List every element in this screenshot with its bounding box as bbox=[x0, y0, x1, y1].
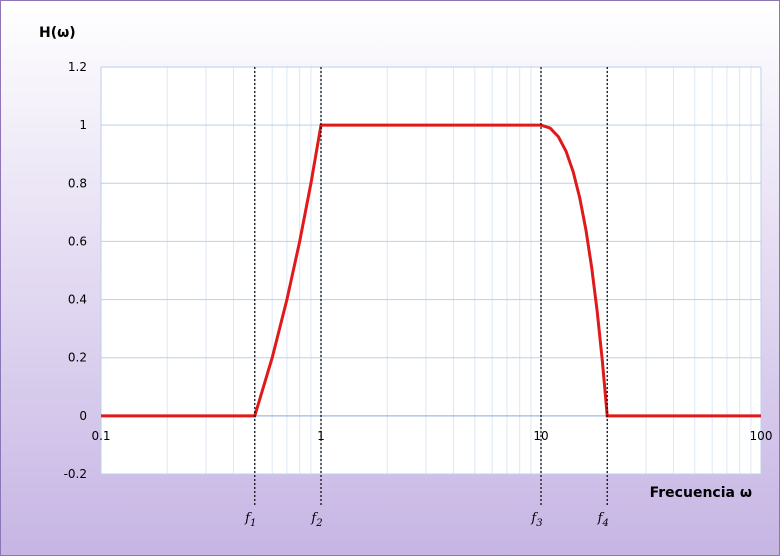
y-tick-label: 0.4 bbox=[68, 293, 87, 307]
y-tick-label: 0 bbox=[79, 409, 87, 423]
x-tick-label: 100 bbox=[750, 429, 773, 443]
annotation-subscript: 3 bbox=[536, 518, 542, 529]
annotation-subscript: 1 bbox=[250, 518, 256, 529]
x-axis-label: Frecuencia ω bbox=[650, 485, 752, 501]
annotation-letter: f bbox=[597, 511, 605, 526]
annotation-letter: f bbox=[530, 511, 538, 526]
y-tick-label: 0.2 bbox=[68, 351, 87, 365]
annotation-label: f2 bbox=[310, 511, 322, 529]
annotation-label: f4 bbox=[597, 511, 609, 529]
line-series bbox=[101, 123, 761, 418]
chart-title: H(ω) bbox=[39, 25, 76, 41]
y-tick-label: -0.2 bbox=[64, 467, 87, 481]
annotation-subscript: 2 bbox=[315, 518, 322, 529]
y-tick-label: 1 bbox=[79, 118, 87, 132]
annotation-label: f1 bbox=[244, 511, 256, 529]
y-tick-label: 0.8 bbox=[68, 176, 87, 190]
x-tick-label: 0.1 bbox=[91, 429, 110, 443]
plot-area bbox=[101, 67, 761, 474]
annotation-subscript: 4 bbox=[601, 518, 608, 529]
y-tick-label: 0.6 bbox=[68, 234, 87, 248]
annotation-label: f3 bbox=[530, 511, 542, 529]
annotation-letter: f bbox=[244, 511, 252, 526]
y-tick-label: 1.2 bbox=[68, 60, 87, 74]
annotation-letter: f bbox=[310, 511, 318, 526]
